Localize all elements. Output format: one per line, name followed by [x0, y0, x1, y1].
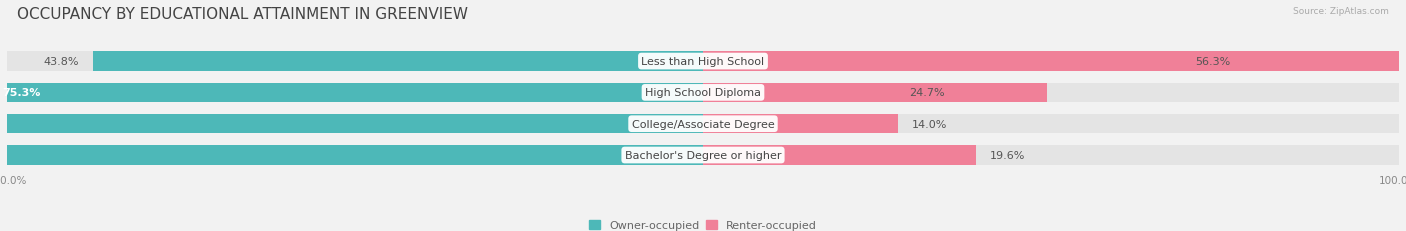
Bar: [7, 83, 1399, 103]
Text: Bachelor's Degree or higher: Bachelor's Degree or higher: [624, 150, 782, 160]
Text: Less than High School: Less than High School: [641, 57, 765, 67]
Bar: [703, 52, 1406, 71]
Text: OCCUPANCY BY EDUCATIONAL ATTAINMENT IN GREENVIEW: OCCUPANCY BY EDUCATIONAL ATTAINMENT IN G…: [17, 7, 468, 22]
Text: 24.7%: 24.7%: [908, 88, 945, 98]
Text: 75.3%: 75.3%: [3, 88, 41, 98]
Text: Source: ZipAtlas.com: Source: ZipAtlas.com: [1294, 7, 1389, 16]
Bar: [703, 115, 898, 134]
Text: 43.8%: 43.8%: [44, 57, 79, 67]
Text: College/Associate Degree: College/Associate Degree: [631, 119, 775, 129]
Bar: [0, 83, 703, 103]
Bar: [703, 83, 1047, 103]
Text: 56.3%: 56.3%: [1195, 57, 1230, 67]
Legend: Owner-occupied, Renter-occupied: Owner-occupied, Renter-occupied: [589, 220, 817, 230]
Bar: [0, 146, 703, 165]
Bar: [93, 52, 703, 71]
Bar: [0, 115, 703, 134]
Bar: [7, 115, 1399, 134]
Text: High School Diploma: High School Diploma: [645, 88, 761, 98]
Text: 14.0%: 14.0%: [912, 119, 948, 129]
Bar: [7, 52, 1399, 71]
Bar: [703, 146, 976, 165]
Bar: [7, 146, 1399, 165]
Text: 19.6%: 19.6%: [990, 150, 1025, 160]
